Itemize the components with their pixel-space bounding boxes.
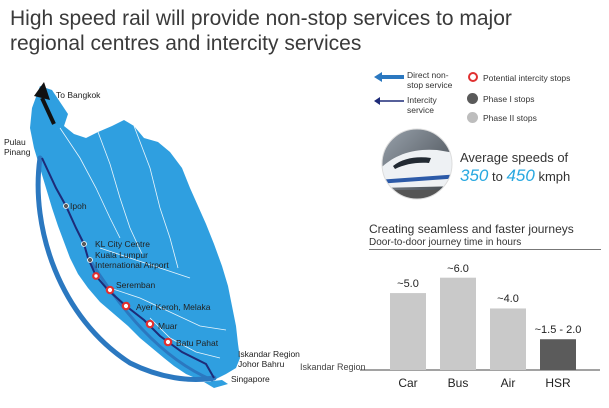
category-label-car: Car	[398, 376, 418, 390]
baseline-label: Iskandar Region	[300, 362, 366, 372]
legend-direct-line1: Direct non-	[407, 70, 449, 80]
bar-bus	[440, 277, 476, 370]
bangkok-arrow	[40, 97, 56, 125]
label-klia-1: Kuala Lumpur	[95, 250, 148, 260]
label-pulau-pinang: Pulau Pinang	[4, 137, 30, 157]
label-iskandar-1: Iskandar Region	[238, 349, 300, 359]
title-line-1: High speed rail will provide non-stop se…	[10, 7, 512, 30]
label-batu-pahat: Batu Pahat	[176, 338, 219, 348]
legend-potential: Potential intercity stops	[483, 73, 571, 83]
label-iskandar: Iskandar Region Johor Bahru	[238, 349, 300, 369]
legend-phase2: Phase II stops	[483, 113, 537, 123]
legend-direct: Direct non- stop service	[407, 70, 453, 90]
peninsula-landmass	[30, 86, 240, 380]
bar-value-hsr: ~1.5 - 2.0	[534, 324, 582, 337]
bangkok-arrowhead	[34, 82, 50, 100]
category-label-bus: Bus	[447, 376, 469, 390]
speed-unit: kmph	[538, 169, 571, 184]
label-muar: Muar	[158, 321, 178, 331]
phase1-stops	[63, 203, 93, 263]
legend-intercity-line2: service	[407, 104, 434, 115]
malaysia-rail-map	[30, 82, 240, 388]
legend-phase1: Phase I stops	[483, 94, 535, 104]
legend-phase2-marker	[467, 112, 478, 123]
label-singapore: Singapore	[231, 374, 270, 384]
label-klia: Kuala Lumpur International Airport	[95, 250, 169, 270]
bar-air	[490, 308, 526, 370]
category-label-air: Air	[500, 376, 516, 390]
direct-service-line	[35, 155, 217, 382]
label-pinang: Pinang	[4, 147, 31, 157]
legend-intercity-line1: Intercity	[407, 95, 437, 105]
speed-to: to	[492, 169, 503, 184]
category-label-hsr: HSR	[545, 376, 571, 390]
legend-potential-marker	[468, 72, 478, 82]
legend-direct-arrow	[374, 72, 404, 82]
page-title: High speed rail will provide non-stop se…	[10, 6, 600, 56]
label-iskandar-2: Johor Bahru	[238, 359, 285, 369]
speed-low: 350	[460, 166, 489, 185]
bullet-train-photo	[381, 128, 453, 200]
chart-title: Creating seamless and faster journeys	[369, 222, 574, 236]
label-ipoh: Ipoh	[70, 201, 87, 211]
label-kl-city-centre: KL City Centre	[95, 239, 150, 249]
speed-range: 350 to 450 kmph	[460, 166, 570, 186]
label-klia-2: International Airport	[95, 260, 169, 270]
bar-value-car: ~5.0	[397, 278, 419, 291]
label-melaka: Ayer Keroh, Melaka	[136, 302, 211, 312]
direct-service-line-2	[88, 258, 214, 382]
potential-stops	[92, 272, 173, 347]
speed-high: 450	[506, 166, 535, 185]
bar-value-bus: ~6.0	[447, 262, 469, 275]
chart-subtitle: Door-to-door journey time in hours	[369, 237, 522, 248]
title-line-2: regional centres and intercity services	[10, 32, 362, 55]
chart-subtitle-rule	[369, 249, 601, 250]
label-seremban: Seremban	[116, 280, 156, 290]
legend-intercity: Intercity service	[407, 95, 437, 115]
intercity-service-line	[41, 157, 215, 379]
singapore-island	[204, 380, 228, 388]
bar-value-air: ~4.0	[497, 293, 519, 306]
bar-hsr	[540, 339, 576, 370]
label-pulau: Pulau	[4, 137, 26, 147]
legend-direct-line2: stop service	[407, 79, 453, 90]
label-to-bangkok: To Bangkok	[56, 90, 101, 100]
legend-intercity-arrow	[374, 97, 404, 105]
speed-heading: Average speeds of	[460, 150, 569, 165]
bar-car	[390, 293, 426, 370]
legend-phase1-marker	[467, 93, 478, 104]
